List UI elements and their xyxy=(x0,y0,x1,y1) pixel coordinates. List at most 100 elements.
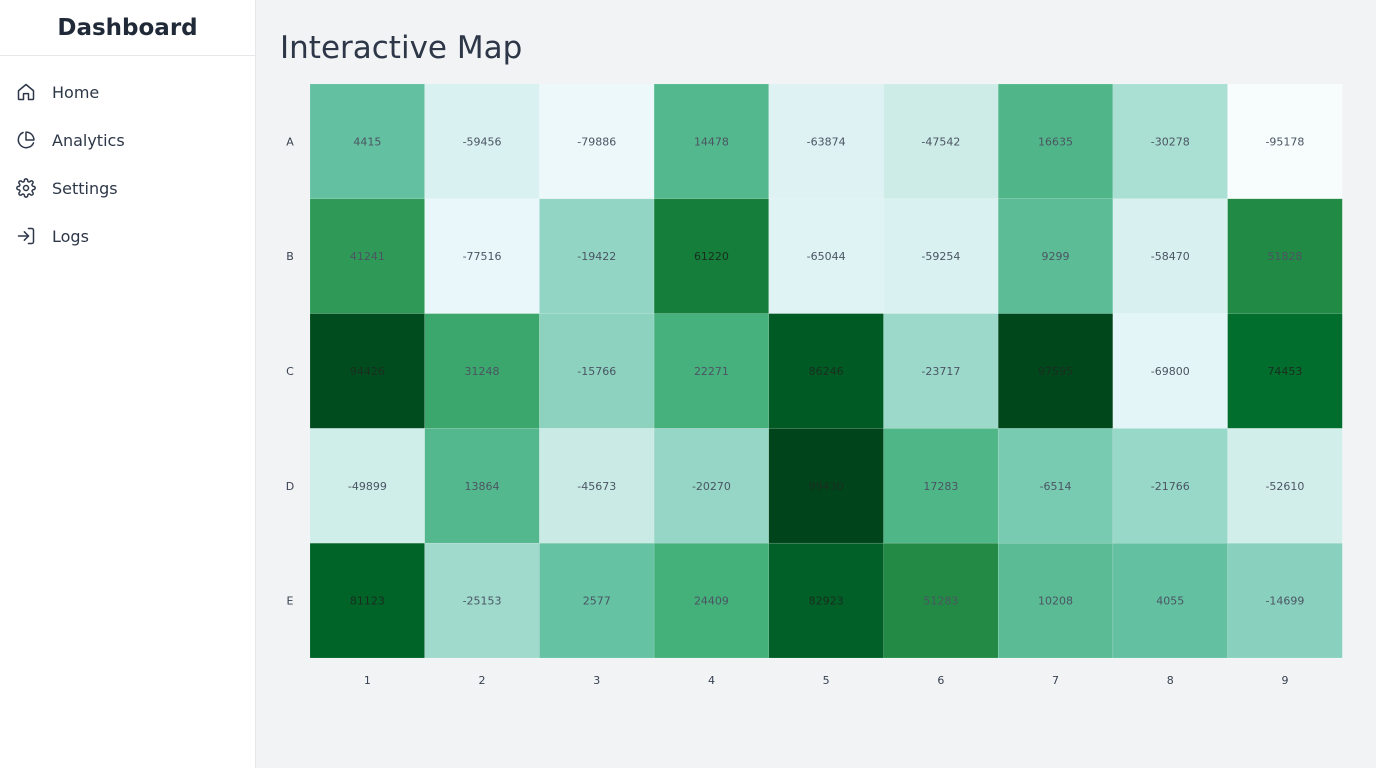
sidebar-item-label: Home xyxy=(52,82,100,102)
heatmap-cell-label: 13864 xyxy=(465,480,500,493)
sidebar-item-label: Logs xyxy=(52,226,89,246)
heatmap-cell-label: 41241 xyxy=(350,250,385,263)
heatmap-cell[interactable] xyxy=(424,313,540,429)
heatmap-cell-label: -63874 xyxy=(807,135,846,148)
heatmap-cell[interactable] xyxy=(653,313,770,429)
pie-chart-icon xyxy=(16,130,36,150)
heatmap-cell[interactable] xyxy=(1227,84,1343,200)
heatmap-cell[interactable] xyxy=(424,84,540,200)
heatmap-cell-label: 2577 xyxy=(583,595,611,608)
row-label: A xyxy=(286,135,294,148)
heatmap-cell-label: 74453 xyxy=(1267,365,1302,378)
column-label: 5 xyxy=(823,674,830,687)
heatmap-cell-label: 61220 xyxy=(694,250,729,263)
heatmap-cell[interactable] xyxy=(309,198,425,314)
heatmap-cell-label: 51283 xyxy=(923,595,958,608)
heatmap-cell[interactable] xyxy=(424,428,540,544)
heatmap-cell[interactable] xyxy=(424,542,540,659)
heatmap-cell-label: 10208 xyxy=(1038,595,1073,608)
row-label: E xyxy=(287,595,294,608)
heatmap-cell-label: 4415 xyxy=(353,135,381,148)
heatmap-cell-label: -45673 xyxy=(577,480,616,493)
row-label: C xyxy=(286,365,294,378)
heatmap-cell-label: -14699 xyxy=(1265,595,1304,608)
heatmap-cell-label: -23717 xyxy=(921,365,960,378)
heatmap-cell-label: 97595 xyxy=(1038,365,1073,378)
heatmap-cell[interactable] xyxy=(653,542,770,659)
heatmap-cell[interactable] xyxy=(539,542,655,659)
sidebar-item-label: Settings xyxy=(52,178,118,198)
column-label: 9 xyxy=(1281,674,1288,687)
heatmap-cell[interactable] xyxy=(1112,313,1228,429)
heatmap-cell[interactable] xyxy=(1227,198,1343,314)
main-content: Interactive Map 4415 -59456 -79886 14478 -63… xyxy=(256,0,1376,768)
heatmap-cell[interactable] xyxy=(768,198,884,314)
heatmap-cell[interactable] xyxy=(653,84,770,200)
heatmap-cell-label: -30278 xyxy=(1151,135,1190,148)
heatmap-cell-label: -79886 xyxy=(577,135,616,148)
heatmap-cell[interactable] xyxy=(309,542,425,659)
sidebar-nav: Home Analytics Settings xyxy=(0,56,255,260)
home-icon xyxy=(16,82,36,102)
heatmap-cell[interactable] xyxy=(653,428,770,544)
heatmap-cell[interactable] xyxy=(1227,428,1343,544)
heatmap-cell[interactable] xyxy=(539,313,655,429)
heatmap-cell-label: 4055 xyxy=(1156,595,1184,608)
heatmap-cell[interactable] xyxy=(768,84,884,200)
sidebar-title: Dashboard xyxy=(0,0,255,56)
heatmap-cell[interactable] xyxy=(883,198,999,314)
heatmap-cell[interactable] xyxy=(1112,84,1228,200)
heatmap-cell-label: -49899 xyxy=(348,480,387,493)
heatmap-cell-label: -6514 xyxy=(1040,480,1072,493)
heatmap-cell-label: -20270 xyxy=(692,480,731,493)
column-label: 6 xyxy=(937,674,944,687)
sidebar-item-settings[interactable]: Settings xyxy=(0,164,255,212)
heatmap-cell-label: -15766 xyxy=(577,365,616,378)
heatmap-cell[interactable] xyxy=(1227,542,1343,659)
heatmap-cell[interactable] xyxy=(997,313,1114,429)
heatmap-cell[interactable] xyxy=(539,198,655,314)
heatmap-cell[interactable] xyxy=(997,542,1114,659)
heatmap-cell[interactable] xyxy=(883,313,999,429)
heatmap-cell[interactable] xyxy=(539,84,655,200)
heatmap-cell[interactable] xyxy=(768,428,884,544)
sidebar: Dashboard Home Analytics xyxy=(0,0,256,768)
heatmap-cell-label: 14478 xyxy=(694,135,729,148)
heatmap-cell[interactable] xyxy=(1112,542,1228,659)
sidebar-item-logs[interactable]: Logs xyxy=(0,212,255,260)
heatmap-cell-label: -69800 xyxy=(1151,365,1190,378)
sidebar-item-home[interactable]: Home xyxy=(0,68,255,116)
heatmap-cell-label: -58470 xyxy=(1151,250,1190,263)
heatmap-cell[interactable] xyxy=(1112,428,1228,544)
heatmap-cell[interactable] xyxy=(539,428,655,544)
heatmap-cell-label: -19422 xyxy=(577,250,616,263)
heatmap-cell[interactable] xyxy=(309,84,425,200)
heatmap-cell-label: 31248 xyxy=(465,365,500,378)
column-label: 2 xyxy=(479,674,486,687)
heatmap-chart: 4415 -59456 -79886 14478 -63874 -47542 16635 -3… xyxy=(286,84,1343,687)
heatmap-cell-label: 22271 xyxy=(694,365,729,378)
row-label: B xyxy=(286,250,294,263)
heatmap-cell[interactable] xyxy=(1112,198,1228,314)
heatmap-cell[interactable] xyxy=(309,313,425,429)
heatmap-cell[interactable] xyxy=(1227,313,1343,429)
row-label: D xyxy=(286,480,294,493)
heatmap-cell-label: -77516 xyxy=(463,250,502,263)
heatmap-cell-label: -59456 xyxy=(463,135,502,148)
sidebar-item-analytics[interactable]: Analytics xyxy=(0,116,255,164)
heatmap-cell[interactable] xyxy=(768,542,884,659)
heatmap-cell[interactable] xyxy=(883,542,999,659)
column-label: 1 xyxy=(364,674,371,687)
column-label: 4 xyxy=(708,674,715,687)
heatmap-cell[interactable] xyxy=(653,198,770,314)
heatmap-cell[interactable] xyxy=(997,428,1114,544)
heatmap-cell-label: 17283 xyxy=(923,480,958,493)
heatmap-cell-label: 94426 xyxy=(350,365,385,378)
heatmap-cell[interactable] xyxy=(768,313,884,429)
heatmap-cell-label: -25153 xyxy=(463,595,502,608)
heatmap-cell-label: -21766 xyxy=(1151,480,1190,493)
sidebar-item-label: Analytics xyxy=(52,130,125,150)
heatmap-cell-label: 51828 xyxy=(1267,250,1302,263)
heatmap-cell[interactable] xyxy=(997,198,1114,314)
heatmap-cell-label: 81123 xyxy=(350,595,385,608)
